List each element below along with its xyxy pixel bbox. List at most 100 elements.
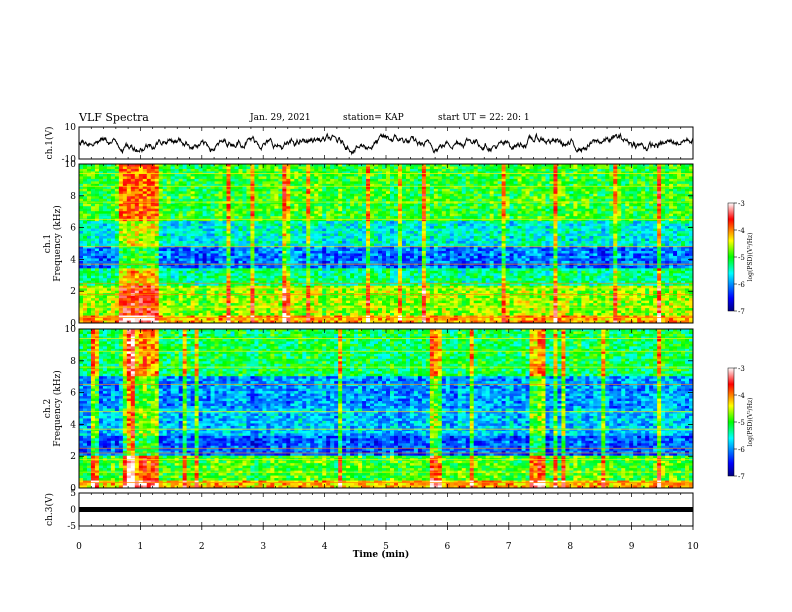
spectrogram-cell — [605, 211, 610, 214]
spectrogram-cell — [661, 186, 666, 190]
spectrogram-cell — [481, 206, 486, 210]
spectrogram-cell — [573, 238, 578, 242]
spectrogram-cell — [429, 226, 435, 229]
spectrogram-cell — [354, 181, 359, 185]
spectrogram-cell — [429, 173, 435, 177]
spectrogram-cell — [461, 223, 467, 227]
spectrogram-cell — [130, 226, 136, 229]
spectrogram-cell — [106, 173, 112, 177]
spectrogram-cell — [342, 178, 347, 182]
spectrogram-cell — [681, 203, 686, 207]
spectrogram-cell — [449, 218, 455, 222]
spectrogram-cell — [130, 218, 136, 222]
spectrogram-cell — [429, 188, 435, 192]
spectrogram-cell — [581, 196, 586, 200]
spectrogram-cell — [254, 181, 259, 185]
spectrogram-cell — [629, 223, 634, 227]
spectrogram-cell — [589, 238, 594, 242]
spectrogram-cell — [334, 196, 339, 200]
spectrogram-cell — [429, 238, 435, 242]
spectrogram-cell — [258, 233, 263, 237]
spectrogram-cell — [461, 231, 467, 234]
spectrogram-cell — [417, 178, 423, 182]
spectrogram-cell — [182, 243, 187, 247]
spectrogram-cell — [190, 216, 195, 219]
spectrogram-cell — [597, 168, 602, 172]
spectrogram-cell — [82, 198, 88, 202]
spectrogram-cell — [130, 188, 136, 192]
spectrogram-cell — [354, 171, 359, 175]
spectrogram-cell — [306, 183, 311, 187]
spectrogram-cell — [370, 233, 375, 237]
spectrogram-cell — [489, 196, 494, 200]
spectrogram-cell — [389, 191, 395, 195]
spectrogram-cell — [178, 231, 183, 234]
spectrogram-cell — [673, 181, 678, 185]
spectrogram-cell — [386, 228, 391, 232]
spectrogram-cell — [569, 168, 574, 172]
spectrogram-cell — [366, 206, 371, 210]
spectrogram-cell — [565, 238, 570, 242]
spectrogram-cell — [234, 171, 239, 175]
spectrogram-cell — [238, 228, 243, 232]
spectrogram-cell — [545, 191, 550, 195]
spectrogram-cell — [318, 226, 323, 229]
spectrogram-cell — [310, 211, 315, 214]
spectrogram-cell — [106, 164, 112, 167]
spectrogram-cell — [593, 178, 598, 182]
spectrogram-cell — [246, 176, 251, 180]
spectrogram-cell — [405, 233, 411, 237]
spectrogram-cell — [493, 193, 498, 197]
spectrogram-cell — [138, 226, 144, 229]
spectrogram-cell — [629, 206, 634, 210]
spectrogram-cell — [501, 201, 506, 205]
spectrogram-cell — [569, 203, 574, 207]
spectrogram-cell — [605, 171, 610, 175]
spectrogram-cell — [413, 166, 419, 170]
spectrogram-cell — [218, 231, 223, 234]
spectrogram-cell — [413, 181, 419, 185]
spectrogram-cell — [641, 198, 646, 202]
spectrogram-cell — [374, 183, 379, 187]
spectrogram-cell — [505, 223, 510, 227]
spectrogram-cell — [150, 201, 156, 205]
spectrogram-cell — [601, 168, 606, 172]
spectrogram-cell — [334, 236, 339, 239]
spectrogram-cell — [673, 164, 678, 167]
spectrogram-cell — [218, 181, 223, 185]
spectrogram-cell — [294, 186, 299, 190]
spectrogram-cell — [665, 238, 670, 242]
spectrogram-cell — [489, 228, 494, 232]
spectrogram-cell — [134, 176, 140, 180]
spectrogram-cell — [433, 171, 439, 175]
spectrogram-cell — [661, 178, 666, 182]
spectrogram-cell — [553, 236, 558, 239]
spectrogram-cell — [358, 226, 363, 229]
spectrogram-cell — [302, 186, 307, 190]
spectrogram-cell — [94, 193, 100, 197]
spectrogram-cell — [581, 164, 586, 167]
spectrogram-cell — [417, 231, 423, 234]
spectrogram-cell — [79, 228, 84, 232]
spectrogram-cell — [533, 176, 538, 180]
spectrogram-cell — [290, 231, 295, 234]
spectrogram-cell — [477, 191, 482, 195]
spectrogram-cell — [326, 223, 331, 227]
spectrogram-cell — [497, 223, 502, 227]
spectrogram-cell — [545, 164, 550, 167]
spectrogram-cell — [585, 203, 590, 207]
spectrogram-cell — [565, 233, 570, 237]
spectrogram-cell — [429, 233, 435, 237]
spectrogram-cell — [198, 243, 203, 247]
spectrogram-cell — [106, 188, 112, 192]
spectrogram-cell — [633, 216, 638, 219]
spectrogram-cell — [561, 231, 566, 234]
spectrogram-cell — [689, 211, 694, 214]
spectrogram-cell — [170, 203, 175, 207]
spectrogram-cell — [665, 166, 670, 170]
spectrogram-cell — [194, 193, 199, 197]
spectrogram-cell — [154, 186, 160, 190]
spectrogram-cell — [461, 226, 467, 229]
spectrogram-cell — [274, 181, 279, 185]
spectrogram-cell — [274, 228, 279, 232]
